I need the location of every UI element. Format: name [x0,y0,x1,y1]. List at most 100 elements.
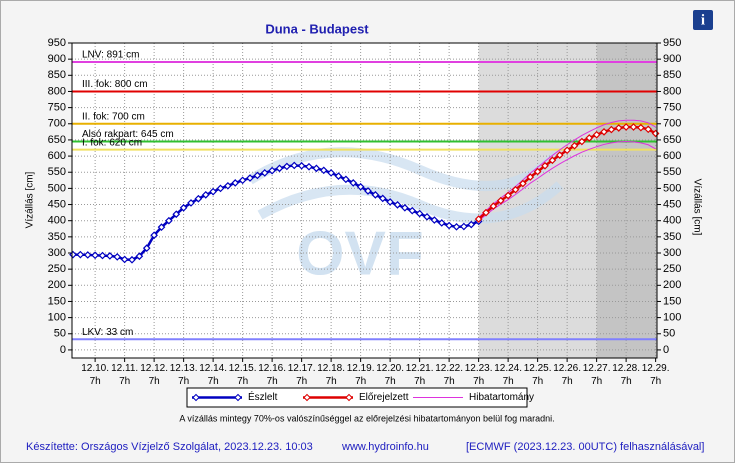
legend-box [186,387,528,408]
footer-url[interactable]: www.hydroinfo.hu [341,441,429,453]
footer-source: [ECMWF (2023.12.23. 00UTC) felhasználásá… [466,441,704,453]
observed-line-marker [128,255,136,264]
forecast-line-marker [585,134,594,142]
y-tick-label: 950 [48,37,66,49]
y-tick-label: 50 [54,328,66,340]
observed-line-marker [224,181,232,190]
observed-line-marker [327,169,335,177]
info-label[interactable]: i [701,12,705,28]
watermark: OVF [296,219,423,288]
observed-line-marker [437,219,446,227]
x-tick-label: 12.11. 7h [111,363,139,387]
observed-line-marker [386,198,394,206]
y2-tick-label: 900 [663,53,681,65]
y2-tick-label: 300 [663,247,681,259]
observed-line-marker [423,212,431,221]
x-tick-label: 12.13. 7h [169,363,198,387]
observed-line-marker [297,161,306,170]
y2-tick-label: 400 [663,215,681,227]
y2-tick-label: 200 [663,279,681,291]
forecast-line-marker [496,196,505,205]
observed-line-marker [201,190,210,199]
y-tick-label: 500 [48,182,66,194]
x-tick-label: 12.25. 7h [523,363,552,387]
y-tick-label: 200 [48,279,66,291]
y2-tick-label: 550 [663,166,681,178]
forecast-line-marker [548,156,557,165]
observed-line-marker [187,199,195,207]
legend-marker [345,393,353,402]
observed-line-marker [142,244,151,253]
observed-line-marker [283,162,291,171]
y2-tick-label: 950 [663,37,681,49]
forecast-line-marker [570,141,579,150]
forecast-line-marker [629,123,638,131]
forecast-line-marker [504,191,512,200]
watermark-wave [257,181,564,224]
x-tick-label: 12.15. 7h [228,363,257,387]
y2-tick-label: 50 [663,328,675,340]
y-tick-label: 900 [48,53,66,65]
observed-line-marker [364,187,372,195]
observed-line-marker [83,251,92,259]
observed-line-marker [172,210,181,219]
observed-line-marker [452,222,461,231]
observed-line-marker [76,250,85,259]
x-tick-label: 12.10. 7h [81,363,110,387]
y2-tick-label: 650 [663,134,681,146]
observed-line-marker [467,220,476,229]
forecast-line-marker [592,130,601,139]
threshold-label: III. fok: 800 cm [82,79,148,90]
threshold-label: LNV: 891 cm [82,50,139,61]
observed-line-marker [231,179,240,187]
band-lower [478,141,656,222]
observed-line-marker [305,162,313,171]
y-tick-label: 100 [48,312,66,324]
legend-marker [303,393,311,402]
forecast-line-marker [600,127,608,136]
observed-line-marker [157,223,166,232]
y2-tick-label: 150 [663,295,681,307]
y2-tick-label: 0 [663,344,669,356]
legend-marker [192,393,200,402]
y-axis-label: Vízállás [cm] [25,171,36,228]
observed-line-marker [179,203,188,212]
observed-line-marker [356,182,365,191]
forecast-line-marker [511,185,520,194]
observed-line-marker [342,175,350,184]
x-tick-label: 12.24. 7h [494,363,523,387]
footer-credit: Készítette: Országos Vízjelző Szolgálat,… [26,441,313,453]
observed-line-marker [349,179,358,187]
observed-line-marker [371,190,380,199]
forecast-line-marker [555,151,564,159]
y2-tick-label: 750 [663,102,681,114]
legend-marker [234,393,242,402]
observed-line-marker [253,171,262,180]
observed-line-marker [430,216,439,224]
forecast-line-marker [563,146,571,155]
y-tick-label: 450 [48,198,66,210]
forecast-line-marker [622,123,630,131]
observed-line-marker [460,222,468,231]
x-tick-label: 12.17. 7h [287,363,316,387]
legend-label: Hibatartomány [469,392,534,403]
info-button[interactable]: i [693,10,713,30]
observed-line-marker [290,161,299,170]
observed-line-marker [238,176,247,185]
observed-line-marker [106,252,114,260]
observed-line-marker [401,203,409,212]
observed-line-marker [393,201,402,209]
chart-title: Duna - Budapest [265,21,369,36]
forecast-line-marker [644,125,653,134]
x-tick-label: 12.20. 7h [376,363,405,387]
forecast-line-marker [607,125,616,134]
forecast-late-region [596,43,657,358]
observed-line-marker [378,194,387,203]
observed-line-marker [165,216,173,225]
forecast-line-marker [533,167,542,176]
info-box[interactable] [693,10,713,30]
x-tick-label: 12.28. 7h [612,363,641,387]
observed-line-marker [135,252,144,261]
observed-line-marker [91,251,99,260]
forecast-line-marker [474,215,483,223]
